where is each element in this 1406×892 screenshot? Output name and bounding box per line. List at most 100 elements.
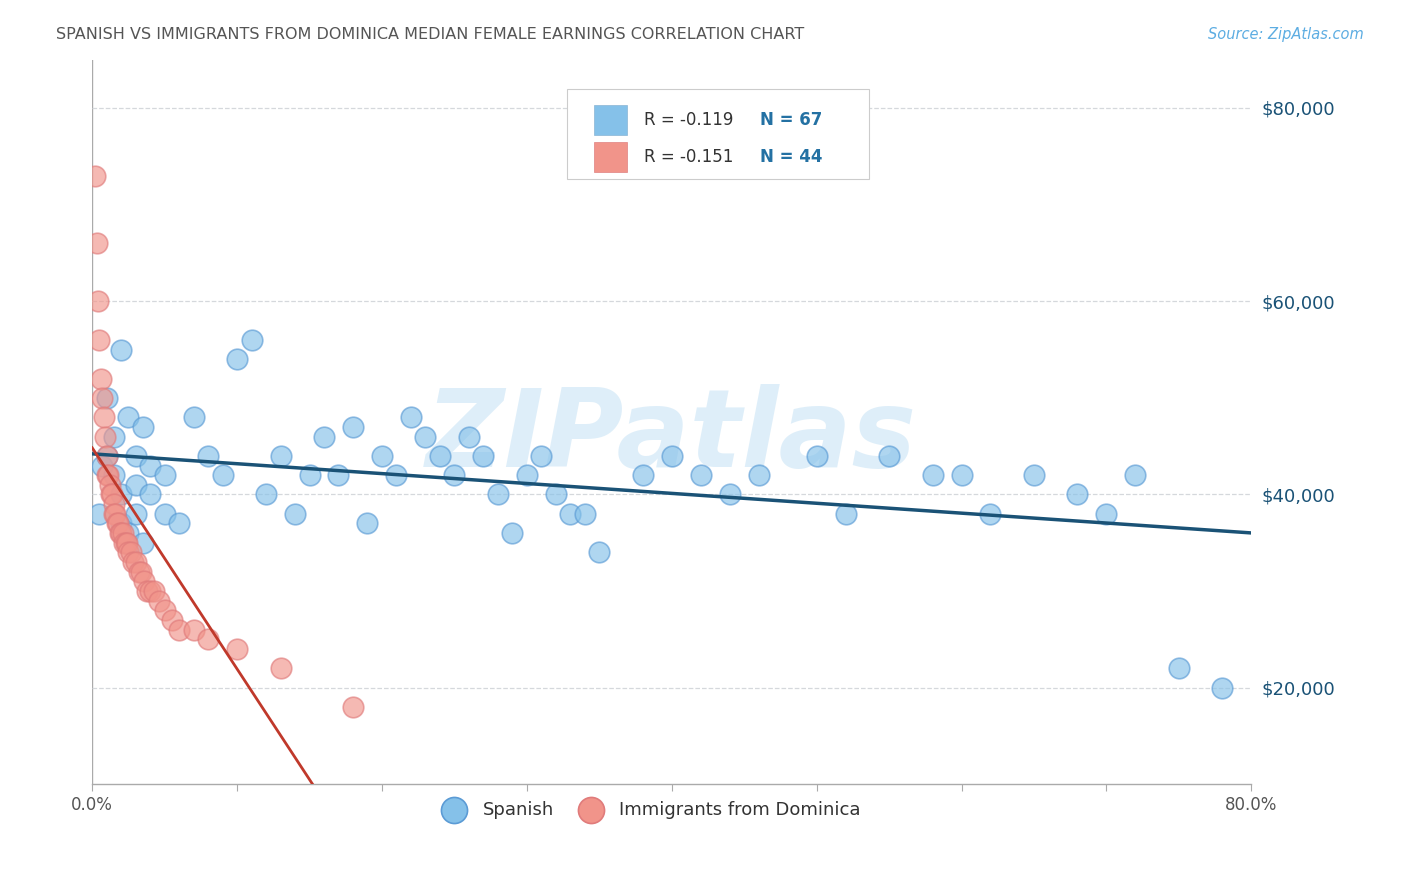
Point	[98, 478, 121, 492]
Point	[143, 584, 166, 599]
Point	[530, 449, 553, 463]
Point	[128, 565, 150, 579]
Point	[270, 449, 292, 463]
Point	[399, 410, 422, 425]
Point	[100, 487, 122, 501]
Point	[516, 468, 538, 483]
Point	[254, 487, 277, 501]
Point	[96, 468, 118, 483]
Point	[132, 536, 155, 550]
Point	[96, 449, 118, 463]
Point	[328, 468, 350, 483]
Point	[89, 333, 111, 347]
Point	[167, 516, 190, 531]
Point	[89, 507, 111, 521]
Point	[284, 507, 307, 521]
Point	[443, 468, 465, 483]
Point	[160, 613, 183, 627]
Text: ZIPatlas: ZIPatlas	[426, 384, 917, 490]
Point	[112, 536, 135, 550]
Point	[806, 449, 828, 463]
Point	[574, 507, 596, 521]
Text: SPANISH VS IMMIGRANTS FROM DOMINICA MEDIAN FEMALE EARNINGS CORRELATION CHART: SPANISH VS IMMIGRANTS FROM DOMINICA MEDI…	[56, 27, 804, 42]
Point	[103, 507, 125, 521]
Point	[91, 391, 114, 405]
Point	[877, 449, 900, 463]
Point	[105, 516, 128, 531]
Point	[1167, 661, 1189, 675]
Point	[457, 429, 479, 443]
Point	[84, 169, 107, 183]
Point	[342, 700, 364, 714]
Point	[298, 468, 321, 483]
Point	[689, 468, 711, 483]
Point	[90, 371, 112, 385]
Text: N = 44: N = 44	[759, 148, 823, 166]
Point	[124, 507, 146, 521]
Point	[197, 449, 219, 463]
Point	[211, 468, 233, 483]
Point	[117, 410, 139, 425]
Point	[415, 429, 437, 443]
Point	[110, 487, 132, 501]
Point	[1095, 507, 1118, 521]
Point	[86, 236, 108, 251]
Point	[132, 420, 155, 434]
Point	[117, 545, 139, 559]
Point	[111, 526, 134, 541]
Bar	[595, 104, 627, 135]
Point	[312, 429, 335, 443]
Point	[104, 507, 127, 521]
Point	[544, 487, 567, 501]
Point	[748, 468, 770, 483]
Point	[91, 458, 114, 473]
Point	[93, 410, 115, 425]
Point	[167, 623, 190, 637]
Point	[183, 410, 205, 425]
Point	[97, 468, 120, 483]
Point	[103, 468, 125, 483]
Point	[1022, 468, 1045, 483]
Legend: Spanish, Immigrants from Dominica: Spanish, Immigrants from Dominica	[429, 794, 868, 826]
Point	[385, 468, 408, 483]
Point	[1211, 681, 1233, 695]
Point	[120, 545, 142, 559]
Point	[718, 487, 741, 501]
Text: R = -0.151: R = -0.151	[644, 148, 734, 166]
Point	[661, 449, 683, 463]
Point	[240, 333, 263, 347]
Point	[87, 294, 110, 309]
Point	[226, 352, 249, 367]
Text: Source: ZipAtlas.com: Source: ZipAtlas.com	[1208, 27, 1364, 42]
Text: N = 67: N = 67	[759, 111, 823, 128]
Point	[103, 429, 125, 443]
Point	[501, 526, 523, 541]
Point	[96, 391, 118, 405]
Point	[121, 555, 143, 569]
Point	[114, 536, 136, 550]
Point	[96, 449, 118, 463]
Point	[631, 468, 654, 483]
Point	[950, 468, 973, 483]
Point	[94, 429, 117, 443]
Point	[472, 449, 495, 463]
Point	[153, 468, 176, 483]
Point	[588, 545, 610, 559]
Point	[486, 487, 509, 501]
Point	[136, 584, 159, 599]
Point	[148, 594, 170, 608]
Point	[356, 516, 378, 531]
Point	[131, 565, 153, 579]
Point	[124, 555, 146, 569]
Point	[1125, 468, 1147, 483]
Point	[134, 574, 156, 589]
Point	[103, 497, 125, 511]
Point	[429, 449, 451, 463]
Point	[124, 478, 146, 492]
Point	[342, 420, 364, 434]
Point	[139, 458, 162, 473]
Point	[226, 642, 249, 657]
Text: R = -0.119: R = -0.119	[644, 111, 734, 128]
Point	[371, 449, 394, 463]
Bar	[595, 142, 627, 172]
